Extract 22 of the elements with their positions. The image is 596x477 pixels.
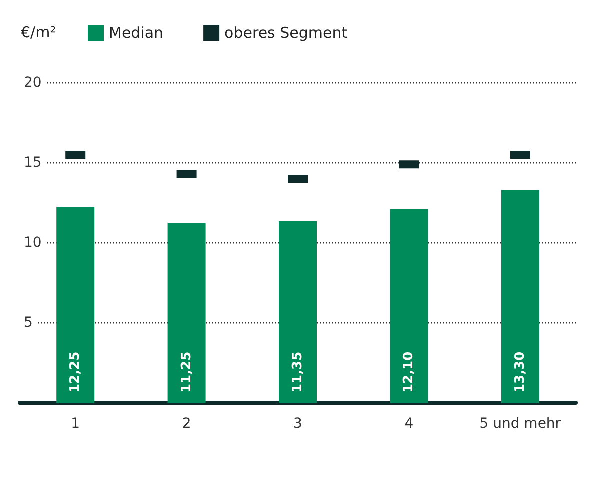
x-tick-label: 3 <box>294 416 302 432</box>
bar <box>168 223 206 403</box>
data-label: 11,25 <box>179 352 194 393</box>
y-axis-title: €/m² <box>21 24 56 42</box>
y-tick-label: 20 <box>24 75 42 91</box>
x-tick-label: 5 und mehr <box>480 416 562 432</box>
bar <box>56 207 95 403</box>
data-label: 11,35 <box>290 352 306 393</box>
y-tick-label: 10 <box>24 235 42 251</box>
bar <box>390 209 428 403</box>
y-tick-label: 5 <box>24 315 33 331</box>
x-tick-label: 4 <box>404 416 414 432</box>
x-tick-label: 1 <box>71 416 80 432</box>
legend-label: oberes Segment <box>224 24 348 42</box>
bar <box>501 190 540 403</box>
bar <box>279 221 317 403</box>
data-label: 12,10 <box>402 352 417 393</box>
legend-label: Median <box>109 24 164 42</box>
data-label: 13,30 <box>512 352 528 393</box>
x-tick-label: 2 <box>182 416 192 432</box>
y-tick-label: 15 <box>24 155 42 171</box>
data-label: 12,25 <box>68 352 84 393</box>
